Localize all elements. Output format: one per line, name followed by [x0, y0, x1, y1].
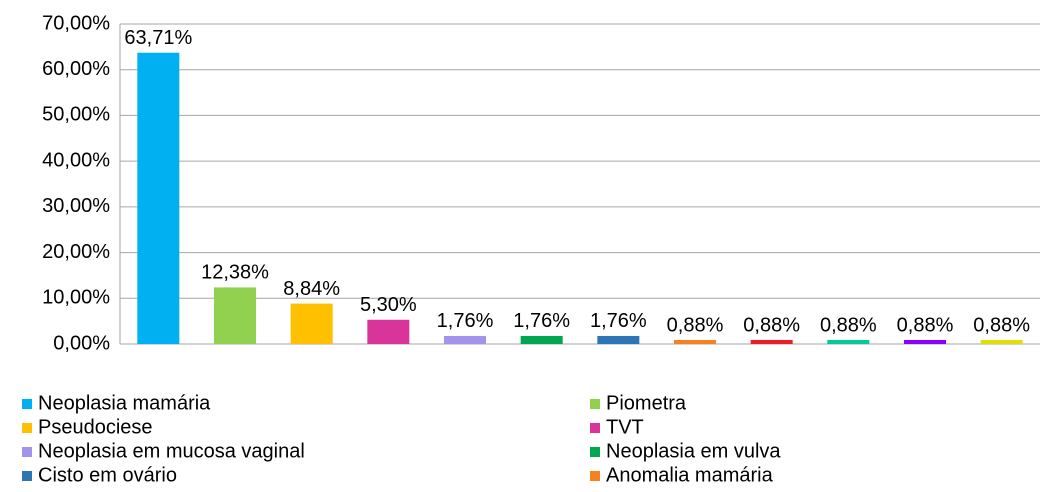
legend-swatch	[590, 447, 600, 457]
legend-swatch	[22, 447, 32, 457]
legend-swatch	[590, 399, 600, 409]
legend-label: TVT	[606, 416, 644, 438]
bar	[444, 335, 486, 344]
data-label: 1,76%	[513, 310, 570, 332]
data-label: 1,76%	[590, 310, 647, 332]
legend-label: Neoplasia mamária	[38, 392, 211, 414]
data-label: 0,88%	[897, 314, 954, 336]
legend-swatch	[22, 471, 32, 481]
legend-swatch	[590, 423, 600, 433]
data-label: 63,71%	[124, 27, 192, 49]
y-tick-label: 20,00%	[42, 241, 110, 263]
bar	[214, 287, 256, 344]
legend-swatch	[22, 399, 32, 409]
data-label: 12,38%	[201, 262, 269, 284]
legend-label: Pseudociese	[38, 416, 153, 438]
y-tick-label: 10,00%	[42, 287, 110, 309]
bar	[367, 319, 410, 344]
y-tick-label: 60,00%	[42, 58, 110, 80]
data-label: 0,88%	[973, 314, 1030, 336]
bar	[904, 339, 946, 344]
bar	[827, 339, 870, 344]
data-label: 8,84%	[283, 278, 340, 300]
y-tick-label: 30,00%	[42, 195, 110, 217]
data-label: 0,88%	[820, 314, 877, 336]
legend-label: Neoplasia em vulva	[606, 440, 781, 462]
bar	[137, 52, 180, 345]
y-tick-label: 70,00%	[42, 12, 110, 34]
legend-swatch	[590, 471, 600, 481]
legend-label: Cisto em ovário	[38, 464, 177, 486]
bar	[674, 339, 716, 344]
data-label: 5,30%	[360, 294, 417, 316]
legend-label: Piometra	[606, 392, 687, 414]
y-tick-label: 40,00%	[42, 149, 110, 171]
data-label: 1,76%	[437, 310, 494, 332]
data-label: 0,88%	[667, 314, 724, 336]
y-tick-label: 0,00%	[53, 332, 110, 354]
bar	[980, 339, 1023, 344]
bar	[597, 335, 640, 344]
y-tick-label: 50,00%	[42, 104, 110, 126]
bar	[520, 335, 563, 344]
legend-swatch	[22, 423, 32, 433]
bar	[290, 303, 333, 344]
data-label: 0,88%	[743, 314, 800, 336]
legend-label: Neoplasia em mucosa vaginal	[38, 440, 305, 462]
legend-label: Anomalia mamária	[606, 464, 774, 486]
bar	[750, 339, 793, 344]
